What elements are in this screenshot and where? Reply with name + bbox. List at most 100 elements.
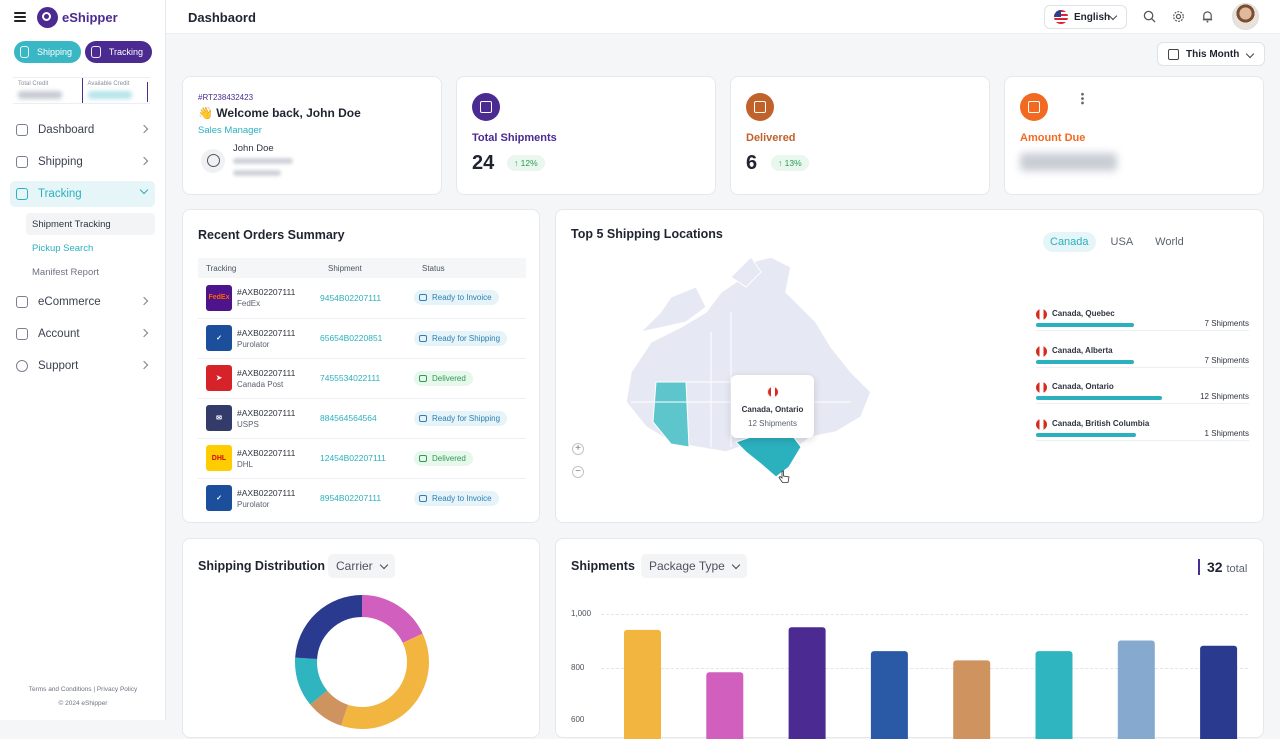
canada-map[interactable]	[611, 252, 881, 482]
tooltip-name: Canada, Ontario	[731, 405, 814, 414]
location-name: Canada, Ontario	[1052, 382, 1114, 391]
tab-world[interactable]: World	[1148, 232, 1191, 252]
bar[interactable]	[789, 627, 826, 739]
shipment-link[interactable]: 7455534022111	[320, 373, 380, 383]
tracking-number: #AXB02207111	[237, 448, 295, 458]
shipping-pill-button[interactable]: Shipping	[14, 41, 81, 63]
nav-tracking[interactable]: Tracking	[10, 181, 155, 207]
bar[interactable]	[953, 660, 990, 739]
location-name: Canada, Alberta	[1052, 346, 1113, 355]
status-text: Delivered	[432, 374, 466, 383]
location-count: 12 Shipments	[1200, 392, 1249, 401]
purolator-logo: ✓	[206, 485, 232, 511]
location-name: Canada, British Columbia	[1052, 419, 1149, 428]
subnav-manifest-report[interactable]: Manifest Report	[26, 261, 155, 283]
status-badge: Ready to Invoice	[414, 491, 499, 506]
tracking-number: #AXB02207111	[237, 368, 295, 378]
period-select[interactable]: This Month	[1157, 42, 1265, 66]
tracking-number: #AXB02207111	[237, 408, 295, 418]
nav-shipping[interactable]: Shipping	[10, 149, 155, 175]
status-badge: Ready for Shipping	[414, 331, 507, 346]
kpi-change: 12%	[521, 158, 538, 168]
welcome-text: Welcome back, John Doe	[216, 106, 361, 120]
tracking-number: #AXB02207111	[237, 287, 295, 297]
nav-account[interactable]: Account	[10, 321, 155, 347]
tab-canada[interactable]: Canada	[1043, 232, 1096, 252]
footer-links[interactable]: Terms and Conditions | Privacy Policy	[0, 686, 166, 693]
tracking-number: #AXB02207111	[237, 328, 295, 338]
status-text: Delivered	[432, 454, 466, 463]
more-options-icon[interactable]	[1081, 92, 1084, 105]
location-track	[1036, 403, 1249, 404]
shipment-link[interactable]: 65654B0220851	[320, 333, 382, 343]
shipment-link[interactable]: 884564564564	[320, 413, 377, 423]
truck-icon	[16, 156, 28, 168]
chevron-right-icon	[140, 125, 148, 133]
role-label: Sales Manager	[198, 125, 262, 136]
carrier-select[interactable]: Carrier	[328, 554, 395, 578]
tooltip-count: 12 Shipments	[731, 419, 814, 428]
distribution-card: Shipping Distribution Carrier	[182, 538, 540, 738]
location-track	[1036, 440, 1249, 441]
tab-usa[interactable]: USA	[1104, 232, 1141, 252]
y-tick-label: 800	[571, 663, 584, 672]
bar[interactable]	[624, 630, 661, 739]
locations-card: Top 5 Shipping Locations Canada USA Worl…	[555, 209, 1264, 523]
nav-shipping-label: Shipping	[38, 156, 83, 168]
bar[interactable]	[706, 672, 743, 739]
nav-support[interactable]: Support	[10, 353, 155, 379]
location-track	[1036, 330, 1249, 331]
period-label: This Month	[1186, 49, 1239, 60]
shipment-link[interactable]: 8954B02207111	[320, 493, 381, 503]
bar[interactable]	[871, 651, 908, 739]
available-credit-label: Available Credit	[88, 81, 130, 87]
bar[interactable]	[1036, 651, 1073, 739]
shipment-link[interactable]: 12454B02207111	[320, 453, 386, 463]
orders-table: Tracking Shipment Status FedEx#AXB022071…	[198, 258, 526, 518]
footer-copyright: © 2024 eShipper	[0, 700, 166, 707]
bar[interactable]	[1200, 646, 1237, 739]
nav-dashboard[interactable]: Dashboard	[10, 117, 155, 143]
search-icon[interactable]	[1143, 10, 1156, 23]
available-credit-value-blurred	[88, 91, 132, 99]
route-icon	[16, 188, 28, 200]
chevron-down-icon	[379, 560, 387, 568]
chevron-down-icon	[140, 186, 148, 194]
sidebar: eShipper Shipping Tracking Total Credit …	[0, 0, 166, 720]
cursor-hand-icon	[778, 470, 790, 484]
avatar[interactable]	[1232, 3, 1259, 30]
nav-ecommerce[interactable]: eCommerce	[10, 289, 155, 315]
account-id: #RT238432423	[198, 93, 253, 102]
location-name: Canada, Quebec	[1052, 309, 1115, 318]
invoice-icon	[1020, 93, 1048, 121]
gear-icon[interactable]	[1172, 10, 1185, 23]
subnav-shipment-tracking[interactable]: Shipment Tracking	[26, 213, 155, 235]
menu-icon[interactable]	[14, 12, 26, 22]
nav-dashboard-label: Dashboard	[38, 124, 94, 136]
locations-title: Top 5 Shipping Locations	[571, 227, 723, 241]
subnav-pickup-search[interactable]: Pickup Search	[26, 237, 155, 259]
zoom-out-button[interactable]: −	[572, 466, 584, 478]
location-count: 7 Shipments	[1205, 319, 1249, 328]
hand-package-icon	[746, 93, 774, 121]
map-tooltip: Canada, Ontario 12 Shipments	[731, 375, 814, 438]
bar[interactable]	[1118, 641, 1155, 739]
tracking-pill-button[interactable]: Tracking	[85, 41, 152, 63]
kpi-change: 13%	[785, 158, 802, 168]
bell-icon[interactable]	[1201, 10, 1214, 23]
carrier-name: Purolator	[237, 340, 295, 349]
shipment-link[interactable]: 9454B02207111	[320, 293, 381, 303]
route-icon	[91, 46, 101, 58]
language-select[interactable]: English	[1044, 5, 1127, 29]
kpi-value: 6	[746, 152, 757, 175]
location-count: 7 Shipments	[1205, 356, 1249, 365]
truck-icon	[419, 415, 427, 422]
zoom-in-button[interactable]: +	[572, 443, 584, 455]
page-title: Dashbaord	[188, 10, 256, 25]
